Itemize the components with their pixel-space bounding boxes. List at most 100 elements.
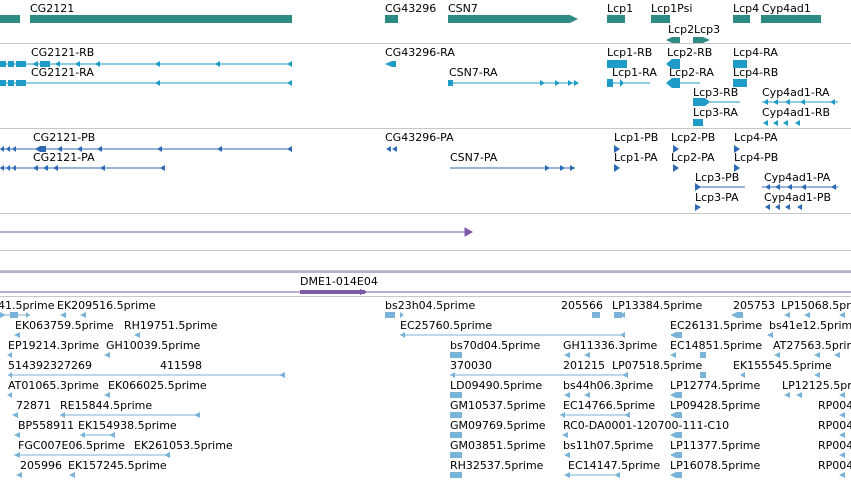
est-label[interactable]: EK155545.5prime <box>733 359 832 372</box>
est-label[interactable]: LP15068.5prime <box>781 299 851 312</box>
est-label[interactable]: EK063759.5prime <box>15 319 114 332</box>
gene-bar-Lcp3[interactable] <box>693 37 710 43</box>
est-label[interactable]: LP12125.5prime <box>782 379 851 392</box>
protein-label[interactable]: CSN7-PA <box>450 151 498 164</box>
mrna-label[interactable]: Lcp1-RA <box>612 66 657 79</box>
est-label[interactable]: FGC007E06.5prime <box>18 439 126 452</box>
gene-bar-CSN7[interactable] <box>448 15 578 23</box>
est-label[interactable]: 370030 <box>450 359 492 372</box>
est-label[interactable]: LD09490.5prime <box>450 379 543 392</box>
mrna-label[interactable]: Lcp3-RA <box>693 106 738 119</box>
gene-bar-Lcp1[interactable] <box>607 15 625 23</box>
gene-label[interactable]: Lcp1Psi <box>651 2 693 15</box>
est-label[interactable]: GM10537.5prime <box>450 399 546 412</box>
gene-label[interactable]: Cyp4ad1 <box>762 2 811 15</box>
est-label[interactable]: RH19751.5prime <box>124 319 218 332</box>
est-label[interactable]: LP11377.5prime <box>670 439 761 452</box>
mrna-label[interactable]: CG43296-RA <box>385 46 455 59</box>
est-label[interactable]: EP19214.3prime <box>8 339 100 352</box>
protein-label[interactable]: Lcp3-PA <box>695 191 739 204</box>
est-label[interactable]: 201215 <box>563 359 605 372</box>
mrna-label[interactable]: Cyp4ad1-RA <box>762 86 830 99</box>
gene-label[interactable]: Lcp3 <box>694 23 721 36</box>
gene-bar-CG2121[interactable] <box>0 15 20 23</box>
est-label[interactable]: 205996 <box>20 459 62 472</box>
est-label[interactable]: EK261053.5prime <box>134 439 233 452</box>
protein-label[interactable]: Lcp2-PA <box>671 151 715 164</box>
est-label[interactable]: GH10039.5prime <box>106 339 201 352</box>
est-label[interactable]: RE15844.5prime <box>60 399 153 412</box>
mrna-label[interactable]: CG2121-RA <box>31 66 94 79</box>
est-label[interactable]: 514392327269 <box>8 359 92 372</box>
est-label[interactable]: EK157245.5prime <box>68 459 167 472</box>
protein-label[interactable]: Lcp1-PB <box>614 131 659 144</box>
protein-label[interactable]: Lcp3-PB <box>695 171 740 184</box>
est-label[interactable]: BP558911 <box>18 419 75 432</box>
est-label[interactable]: LP12774.5prime <box>670 379 761 392</box>
clone-label[interactable]: DME1-014E04 <box>300 275 378 288</box>
est-label[interactable]: LP13384.5prime <box>612 299 703 312</box>
est-label[interactable]: bs41e12.5prime <box>769 319 851 332</box>
protein-label[interactable]: Cyp4ad1-PA <box>764 171 831 184</box>
est-label[interactable]: 72871 <box>16 399 51 412</box>
gene-bar-Lcp2[interactable] <box>666 37 680 43</box>
gene-bar-Lcp4[interactable] <box>733 15 750 23</box>
est-label[interactable]: GM09769.5prime <box>450 419 546 432</box>
protein-label[interactable]: CG43296-PA <box>385 131 454 144</box>
est-label[interactable]: 41.5prime <box>0 299 55 312</box>
est-label[interactable]: EK066025.5prime <box>108 379 207 392</box>
est-label[interactable]: EC14147.5prime <box>568 459 661 472</box>
mrna-label[interactable]: Lcp4-RB <box>733 66 779 79</box>
est-label[interactable]: bs11h07.5prime <box>563 439 654 452</box>
protein-label[interactable]: Lcp4-PB <box>734 151 779 164</box>
est-label[interactable]: EC14851.5prime <box>670 339 763 352</box>
protein-label[interactable]: Cyp4ad1-PB <box>764 191 832 204</box>
est-label[interactable]: GM03851.5prime <box>450 439 546 452</box>
est-label[interactable]: EK209516.5prime <box>57 299 156 312</box>
est-label[interactable]: bs23h04.5prime <box>385 299 476 312</box>
est-label[interactable]: bs44h06.3prime <box>563 379 654 392</box>
est-label[interactable]: 205566 <box>561 299 603 312</box>
est-label[interactable]: GH11336.3prime <box>563 339 658 352</box>
est-label[interactable]: EC25760.5prime <box>400 319 493 332</box>
protein-label[interactable]: CG2121-PA <box>33 151 95 164</box>
est-label[interactable]: RP004 <box>818 399 851 412</box>
protein-label[interactable]: Lcp1-PA <box>614 151 658 164</box>
gene-bar-CG43296[interactable] <box>385 15 398 23</box>
est-label[interactable]: LP09428.5prime <box>670 399 761 412</box>
est-label[interactable]: AT01065.3prime <box>8 379 99 392</box>
gene-label[interactable]: Lcp2 <box>668 23 695 36</box>
mrna-label[interactable]: Lcp1-RB <box>607 46 653 59</box>
mrna-label[interactable]: Lcp3-RB <box>693 86 739 99</box>
est-label[interactable]: RC0-DA0001-120700-111-C10 <box>563 419 730 432</box>
est-label[interactable]: AT27563.5prime <box>773 339 851 352</box>
gene-label[interactable]: CG2121 <box>30 2 75 15</box>
est-label[interactable]: 205753 <box>733 299 775 312</box>
gene-bar-Cyp4ad1[interactable] <box>761 15 821 23</box>
est-label[interactable]: EK154938.5prime <box>78 419 177 432</box>
mrna-label[interactable]: CSN7-RA <box>449 66 498 79</box>
mrna-label[interactable]: Lcp2-RB <box>667 46 713 59</box>
mrna-label[interactable]: Lcp2-RA <box>669 66 714 79</box>
gene-label[interactable]: Lcp4 <box>733 2 760 15</box>
est-label[interactable]: 411598 <box>160 359 202 372</box>
mrna-label[interactable]: Lcp4-RA <box>733 46 778 59</box>
gene-bar-CG2121[interactable] <box>30 15 292 23</box>
est-label[interactable]: LP07518.5prime <box>612 359 703 372</box>
est-label[interactable]: RP004 <box>818 439 851 452</box>
gene-bar-Lcp1Psi[interactable] <box>651 15 670 23</box>
est-label[interactable]: RH32537.5prime <box>450 459 544 472</box>
gene-label[interactable]: Lcp1 <box>607 2 634 15</box>
gene-label[interactable]: CSN7 <box>448 2 478 15</box>
est-label[interactable]: RP004 <box>818 419 851 432</box>
protein-label[interactable]: Lcp2-PB <box>671 131 716 144</box>
mrna-label[interactable]: Cyp4ad1-RB <box>762 106 831 119</box>
mrna-label[interactable]: CG2121-RB <box>31 46 95 59</box>
protein-label[interactable]: Lcp4-PA <box>734 131 778 144</box>
est-label[interactable]: RP004 <box>818 459 851 472</box>
est-label[interactable]: bs70d04.5prime <box>450 339 541 352</box>
est-label[interactable]: EC26131.5prime <box>670 319 763 332</box>
gene-label[interactable]: CG43296 <box>385 2 437 15</box>
protein-label[interactable]: CG2121-PB <box>33 131 96 144</box>
est-label[interactable]: EC14766.5prime <box>563 399 656 412</box>
